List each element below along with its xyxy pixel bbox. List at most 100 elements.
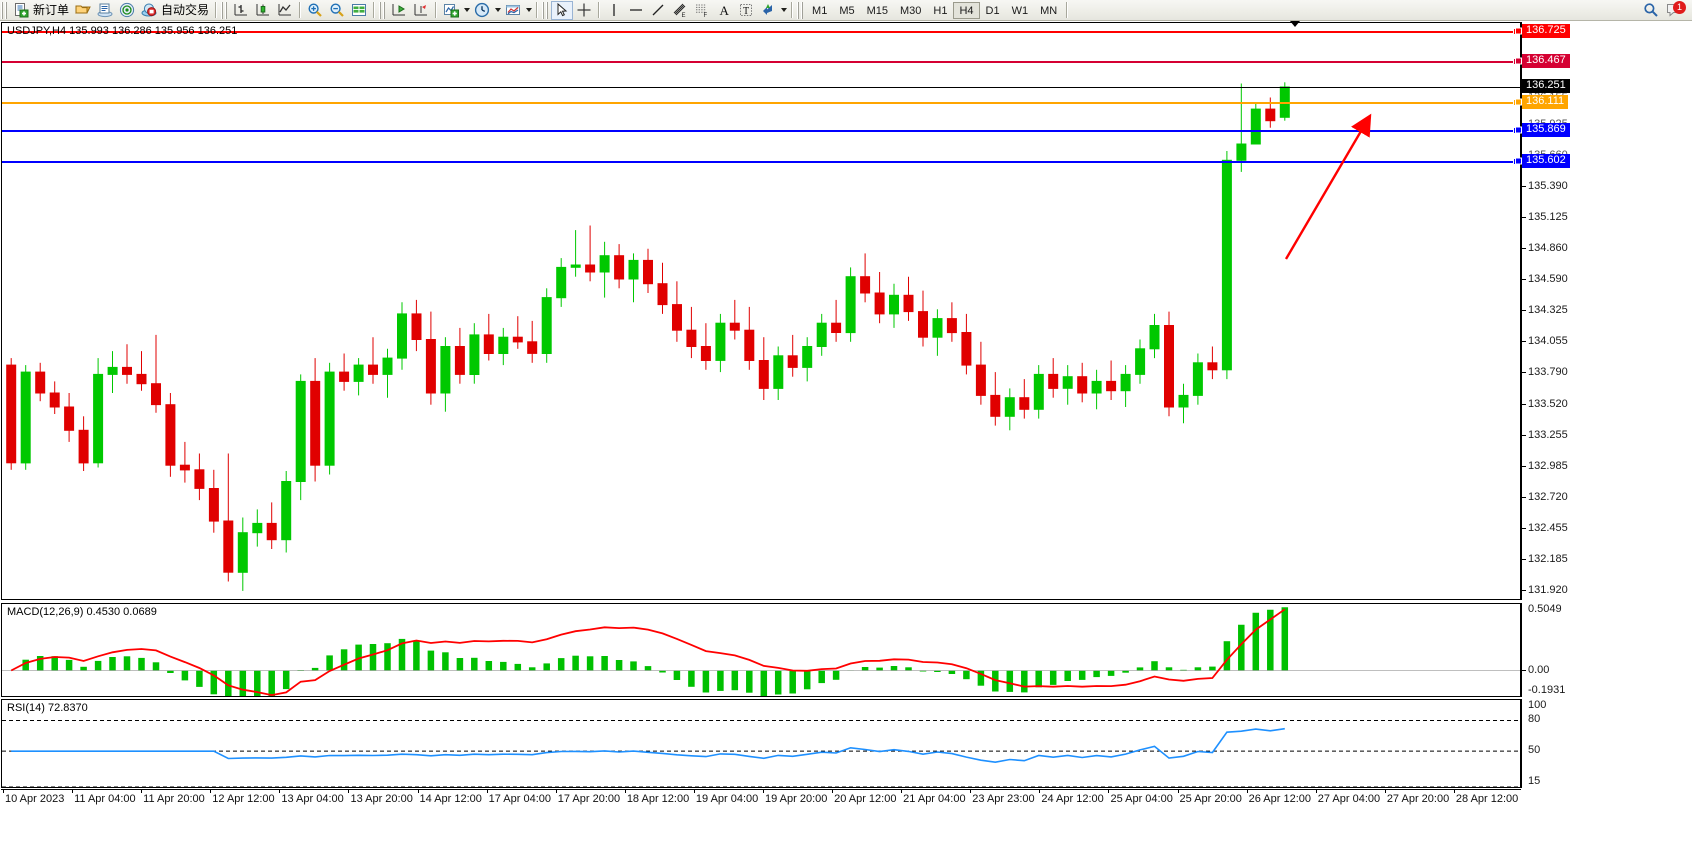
price-pane[interactable]: USDJPY,H4 135.993 136.286 135.956 136.25… [1, 22, 1521, 600]
crosshair-tool-button[interactable] [573, 1, 595, 20]
auto-trading-label[interactable]: 自动交易 [161, 2, 210, 17]
price-tick: 133.790 [1522, 366, 1568, 378]
arrows-shapes-button[interactable] [757, 1, 779, 20]
add-indicator-button[interactable] [440, 1, 462, 20]
time-axis[interactable]: 10 Apr 2023 11 Apr 04:00 11 Apr 20:00 12 Ap… [1, 789, 1521, 809]
price-tag-stop-loss[interactable]: 135.602 [1515, 154, 1570, 169]
timeframe-w1[interactable]: W1 [1011, 4, 1029, 17]
time-tick-mark [1315, 790, 1317, 793]
price-tick: 133.255 [1522, 429, 1568, 441]
price-tag-handle[interactable] [1515, 98, 1522, 106]
toolbar-grip-3[interactable] [379, 1, 387, 19]
market-watch-button[interactable] [94, 1, 116, 20]
level-line-135869[interactable] [2, 127, 1520, 135]
toolbar-grip[interactable] [1, 1, 8, 19]
svg-text:T: T [743, 6, 749, 17]
timeframe-d1[interactable]: D1 [985, 4, 1000, 17]
templates-dropdown-arrow[interactable] [524, 1, 533, 20]
text-label-tool-button[interactable]: T [735, 1, 757, 20]
new-order-label[interactable]: 新订单 [33, 2, 70, 17]
rsi-pane[interactable]: RSI(14) 72.8370 [1, 699, 1521, 788]
zoom-out-button[interactable] [326, 1, 348, 20]
horizontal-line-tool-button[interactable] [625, 1, 647, 20]
time-tick-label: 21 Apr 04:00 [903, 793, 966, 805]
timeframe-m30[interactable]: M30 [900, 4, 922, 17]
time-tick-label: 17 Apr 20:00 [557, 793, 621, 805]
arrows-dropdown-arrow[interactable] [779, 1, 788, 20]
timeframe-mn[interactable]: MN [1040, 4, 1058, 17]
time-tick-mark [1384, 790, 1386, 793]
macd-pane[interactable]: MACD(12,26,9) 0.4530 0.0689 [1, 603, 1521, 697]
notifications-icon[interactable]: 1 [1662, 0, 1686, 20]
price-tag-stop-loss[interactable]: 135.869 [1515, 123, 1570, 138]
level-line-136111[interactable] [2, 99, 1520, 107]
time-axis-right-filler [1521, 789, 1692, 809]
price-tick: 133.520 [1522, 398, 1568, 410]
time-tick-label: 23 Apr 23:00 [972, 793, 1035, 805]
timeframe-h4[interactable]: H4 [953, 1, 980, 19]
price-tag-handle[interactable] [1515, 126, 1522, 134]
timeframe-h1[interactable]: H1 [933, 4, 948, 17]
toolbar-separator-2 [299, 2, 302, 18]
period-dropdown-arrow[interactable] [493, 1, 502, 20]
timeframe-m1[interactable]: M1 [812, 4, 828, 17]
line-chart-button[interactable] [274, 1, 296, 20]
bar-chart-button[interactable] [230, 1, 252, 20]
main-toolbar: 新订单 自动交易 [0, 0, 1692, 21]
time-tick-mark [210, 790, 212, 793]
trendline-tool-button[interactable] [647, 1, 669, 20]
candlestick-chart-button[interactable] [252, 1, 274, 20]
toolbar-grip-4[interactable] [542, 1, 550, 19]
level-line-136467[interactable] [2, 57, 1520, 65]
candlestick-plot [6, 82, 1290, 591]
price-tag-take-profit[interactable]: 136.725 [1515, 23, 1570, 38]
zoom-in-button[interactable] [304, 1, 326, 20]
cursor-tool-button[interactable] [551, 0, 574, 20]
time-tick-mark [72, 790, 74, 793]
text-tool-button[interactable]: A [713, 1, 735, 20]
signal-radar-button[interactable] [116, 1, 138, 20]
price-tag-handle[interactable] [1515, 27, 1522, 35]
time-tick-label: 27 Apr 04:00 [1317, 793, 1381, 805]
rsi-tick: 50 [1528, 744, 1541, 757]
chart-area[interactable]: USDJPY,H4 135.993 136.286 135.956 136.25… [0, 21, 1692, 849]
time-tick-mark [141, 790, 143, 793]
macd-title: MACD(12,26,9) 0.4530 0.0689 [7, 606, 157, 618]
price-tag-current-price[interactable]: 136.251 [1522, 78, 1570, 93]
period-clock-button[interactable] [471, 1, 493, 20]
price-tag-take-profit[interactable]: 136.467 [1515, 53, 1570, 68]
level-line-135602[interactable] [2, 158, 1520, 166]
search-icon[interactable] [1640, 1, 1662, 20]
price-tag-entry[interactable]: 136.111 [1515, 95, 1569, 110]
time-tick-mark [486, 790, 488, 793]
fibonacci-tool-button[interactable]: F [691, 1, 713, 20]
chart-autoscroll-button[interactable] [410, 1, 432, 20]
open-folder-icon-button[interactable] [72, 1, 94, 20]
auto-trading-icon-button[interactable] [138, 1, 160, 20]
add-indicator-dropdown-arrow[interactable] [462, 1, 471, 20]
price-axis[interactable]: 135.390 135.125 134.860 134.590 134.325 134.0… [1515, 22, 1692, 600]
rsi-tick: 15 [1528, 775, 1541, 787]
toolbar-separator-5 [536, 2, 539, 18]
price-tick: 135.125 [1522, 211, 1568, 223]
timeframe-m15[interactable]: M15 [866, 4, 888, 17]
data-window-button[interactable] [348, 1, 370, 20]
timeframe-m5[interactable]: M5 [839, 4, 855, 17]
rsi-tick: 80 [1528, 713, 1541, 726]
svg-text:A: A [720, 3, 730, 18]
price-tag-handle[interactable] [1515, 157, 1522, 165]
toolbar-separator-4 [435, 2, 438, 18]
price-tag-handle[interactable] [1515, 57, 1522, 65]
toolbar-grip-5[interactable] [797, 1, 805, 19]
chart-shift-button[interactable] [388, 1, 410, 20]
price-tick: 131.920 [1522, 584, 1568, 596]
time-tick-mark [763, 790, 764, 793]
time-tick-label: 14 Apr 12:00 [419, 793, 482, 805]
toolbar-grip-2[interactable] [221, 1, 229, 19]
vertical-line-tool-button[interactable] [603, 1, 625, 20]
equidistant-channel-tool-button[interactable]: E [669, 1, 691, 20]
new-order-button[interactable] [10, 1, 32, 20]
macd-tick: 0.00 [1522, 664, 1549, 676]
time-tick-label: 18 Apr 12:00 [626, 793, 690, 805]
templates-button[interactable] [502, 1, 524, 20]
